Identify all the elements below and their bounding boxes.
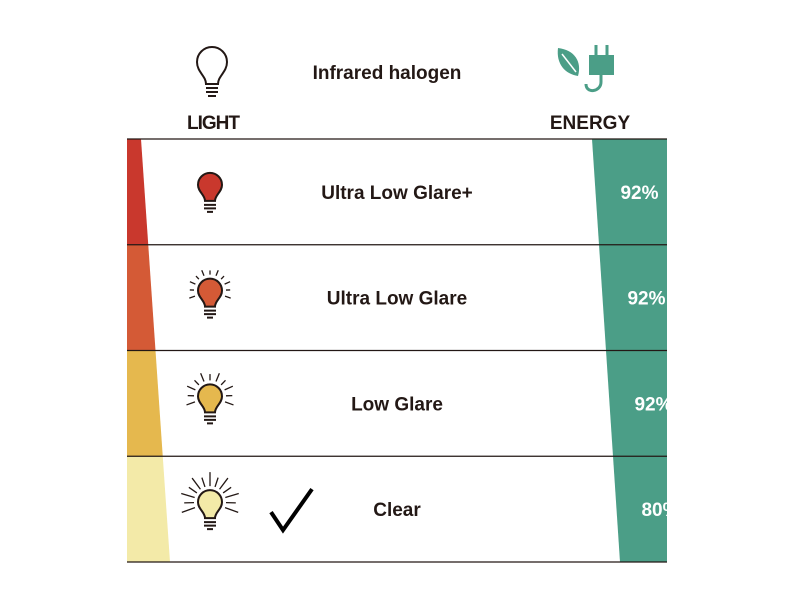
row-clear: Clear 80% — [127, 456, 680, 562]
light-level-wedge — [127, 456, 170, 562]
row-ultra-low-glare-: Ultra Low Glare+ 92% — [127, 139, 667, 245]
light-label: LIGHT — [187, 113, 240, 134]
light-level-wedge — [127, 350, 163, 457]
energy-percent: 92% — [620, 183, 658, 204]
checkmark-icon — [269, 487, 314, 534]
energy-bar — [613, 456, 667, 562]
bulb-icon — [181, 472, 239, 531]
energy-percent: 80% — [641, 500, 679, 521]
light-level-wedge — [127, 244, 156, 351]
energy-label: ENERGY — [550, 113, 631, 134]
bulb-icon — [196, 171, 224, 213]
row-label: Low Glare — [351, 394, 443, 415]
energy-bar — [606, 350, 667, 457]
bulb-icon — [189, 269, 231, 319]
leaf-plug-icon — [557, 45, 614, 92]
row-ultra-low-glare: Ultra Low Glare 92% — [127, 244, 667, 351]
row-low-glare: Low Glare 92% — [127, 350, 673, 457]
light-level-wedge — [127, 139, 149, 245]
bulb-icon — [186, 372, 234, 425]
row-label: Ultra Low Glare — [327, 289, 467, 310]
light-header-bulb-icon — [195, 46, 229, 97]
row-label: Ultra Low Glare+ — [321, 183, 473, 204]
energy-bar — [599, 244, 667, 351]
energy-bar — [592, 139, 667, 245]
energy-percent: 92% — [627, 289, 665, 310]
energy-percent: 92% — [634, 394, 672, 415]
row-label: Clear — [373, 500, 421, 521]
title: Infrared halogen — [313, 63, 462, 84]
